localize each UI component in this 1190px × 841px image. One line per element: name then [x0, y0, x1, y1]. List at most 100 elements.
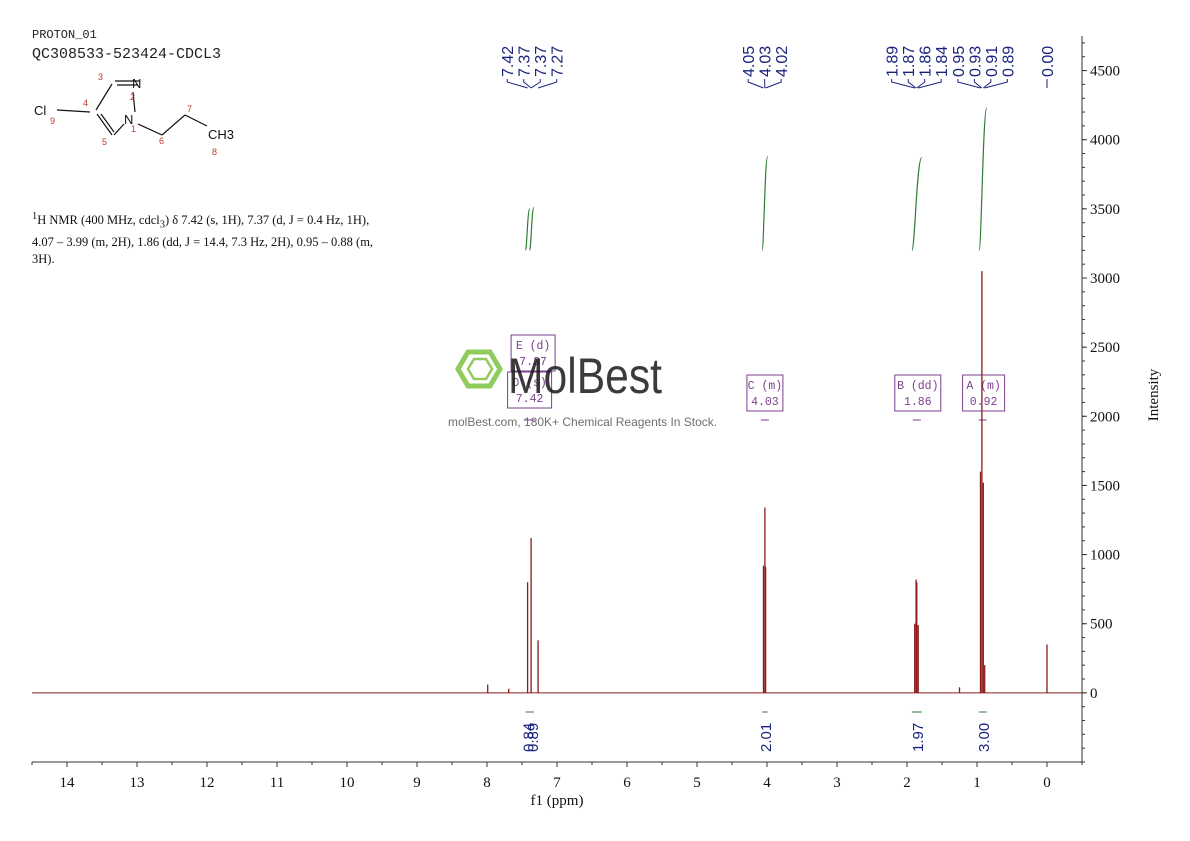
- atom-number-2: 2: [130, 92, 135, 102]
- peak-label: 0.93: [967, 46, 984, 77]
- nmr-summary-line1-rest: ) δ 7.42 (s, 1H), 7.37 (d, J = 0.4 Hz, 1…: [164, 213, 370, 228]
- peak-label: 1.87: [901, 46, 918, 77]
- integral-values: 0.840.89 2.01 1.97 3.00: [521, 711, 993, 752]
- y-tick-label: 4000: [1090, 133, 1120, 149]
- sample-id: QC308533-523424-CDCL3: [32, 46, 222, 63]
- multiplet-shift: 0.92: [970, 396, 998, 409]
- peak-label: 1.84: [934, 46, 951, 77]
- peak-label: 7.37: [517, 46, 534, 77]
- bond-c3-c4: [95, 83, 113, 111]
- y-tick-label: 500: [1090, 617, 1113, 633]
- multiplet-label: E (d): [516, 340, 551, 353]
- peak-label: 1.89: [885, 46, 902, 77]
- peak-label-leader: [918, 79, 942, 89]
- molbest-logo-inner-icon: [466, 357, 494, 381]
- x-tick-label: 13: [130, 775, 145, 791]
- y-tick-label: 2500: [1090, 340, 1120, 356]
- nmr-summary-text: 1H NMR (400 MHz, cdcl3) δ 7.42 (s, 1H), …: [32, 208, 422, 268]
- nmr-solvent-subscript: 3: [159, 219, 165, 231]
- atom-number-8: 8: [212, 147, 217, 157]
- multiplet-label: D (s): [512, 377, 547, 390]
- peak-label: 0.95: [951, 46, 968, 77]
- bond-c4-c5: [96, 113, 113, 136]
- peak-label-leader: [747, 79, 764, 89]
- integral-value: 3.00: [976, 723, 993, 752]
- atom-cl: Cl: [34, 103, 46, 118]
- y-tick-label: 0: [1090, 686, 1098, 702]
- integral-value: 1.97: [910, 723, 927, 752]
- multiplet-box: [894, 374, 942, 412]
- integral-curve: [911, 157, 923, 251]
- integral-curve: [529, 206, 535, 251]
- y-axis-label: Intensity: [1146, 368, 1162, 421]
- multiplet-shift: 7.37: [519, 356, 547, 369]
- multiplet-box: [746, 374, 784, 412]
- bond-c4-c5-double: [100, 113, 115, 133]
- atom-n2: N: [132, 76, 141, 91]
- peak-label: 4.03: [758, 46, 775, 77]
- bond-c5-n1: [113, 123, 125, 136]
- x-tick-label: 3: [833, 775, 841, 791]
- nmr-isotope-superscript: 1: [32, 211, 38, 222]
- multiplet-shift: 1.86: [904, 396, 932, 409]
- integral-value: 2.01: [758, 723, 775, 752]
- y-tick-label: 1500: [1090, 478, 1120, 494]
- x-tick-label: 6: [623, 775, 631, 791]
- multiplet-shift: 4.03: [751, 396, 779, 409]
- peak-label-leader: [984, 79, 1008, 89]
- peak-label-leader: [957, 79, 981, 89]
- peak-label: 1.86: [918, 46, 935, 77]
- x-tick-label: 7: [553, 775, 561, 791]
- molbest-tagline: molBest.com, 180K+ Chemical Reagents In …: [448, 415, 717, 429]
- atom-number-1: 1: [131, 124, 136, 134]
- x-tick-label: 14: [60, 775, 76, 791]
- x-tick-label: 1: [973, 775, 981, 791]
- peak-label: 4.02: [774, 46, 791, 77]
- nmr-summary-line1: H NMR (400 MHz, cdcl: [37, 213, 160, 228]
- peak-label-leader: [907, 79, 917, 89]
- x-tick-label: 12: [200, 775, 215, 791]
- molbest-brand-text: MolBest: [508, 348, 662, 404]
- atom-n1: N: [124, 112, 133, 127]
- nmr-summary-line3: 3H).: [32, 251, 55, 266]
- molecule-structure: N N Cl CH3 1 2 3 4 5 6 7 8 9: [34, 72, 234, 157]
- peak-label: 0.89: [1000, 46, 1017, 77]
- atom-ch3: CH3: [208, 127, 234, 142]
- peak-label-leader: [891, 79, 915, 89]
- x-tick-label: 5: [693, 775, 701, 791]
- x-tick-label: 9: [413, 775, 421, 791]
- multiplet-box: [962, 374, 1006, 412]
- x-tick-label: 0: [1043, 775, 1051, 791]
- peak-label-leader: [916, 79, 926, 89]
- bond-n1-n2: [132, 91, 136, 113]
- bond-c6-c7: [161, 114, 186, 136]
- atom-number-9: 9: [50, 116, 55, 126]
- spectrum-trace: [32, 271, 1082, 694]
- peak-label: 7.42: [500, 46, 517, 77]
- peak-label: 0.00: [1040, 46, 1057, 77]
- bond-n1-c6: [137, 123, 163, 136]
- multiplet-label: B (dd): [897, 380, 938, 393]
- multiplet-label: C (m): [748, 380, 783, 393]
- peak-label: 7.27: [550, 46, 567, 77]
- bond-c4-cl: [56, 109, 91, 113]
- multiplet-shift: 7.42: [516, 393, 544, 406]
- molecule-bonds: [56, 80, 208, 136]
- multiplet-box: [507, 371, 553, 409]
- integral-value: 0.89: [525, 723, 542, 752]
- x-tick-label: 2: [903, 775, 911, 791]
- multiplet-box: [510, 334, 556, 372]
- peak-label: 0.91: [984, 46, 1001, 77]
- peak-label-leader: [530, 79, 541, 89]
- atom-number-5: 5: [102, 137, 107, 147]
- peak-labels: 7.42 7.37 7.37 7.27 4.05 4.03 4.02 1.89 1.87 1.86…: [500, 46, 1057, 89]
- peak-label-leader: [973, 79, 983, 89]
- integral-curve: [761, 155, 769, 251]
- x-axis-label: f1 (ppm): [531, 793, 584, 809]
- integral-curve: [978, 107, 988, 251]
- integral-curve: [524, 208, 531, 251]
- x-tick-label: 10: [340, 775, 355, 791]
- watermark: MolBest molBest.com, 180K+ Chemical Reag…: [448, 348, 717, 429]
- atom-number-7: 7: [187, 104, 192, 114]
